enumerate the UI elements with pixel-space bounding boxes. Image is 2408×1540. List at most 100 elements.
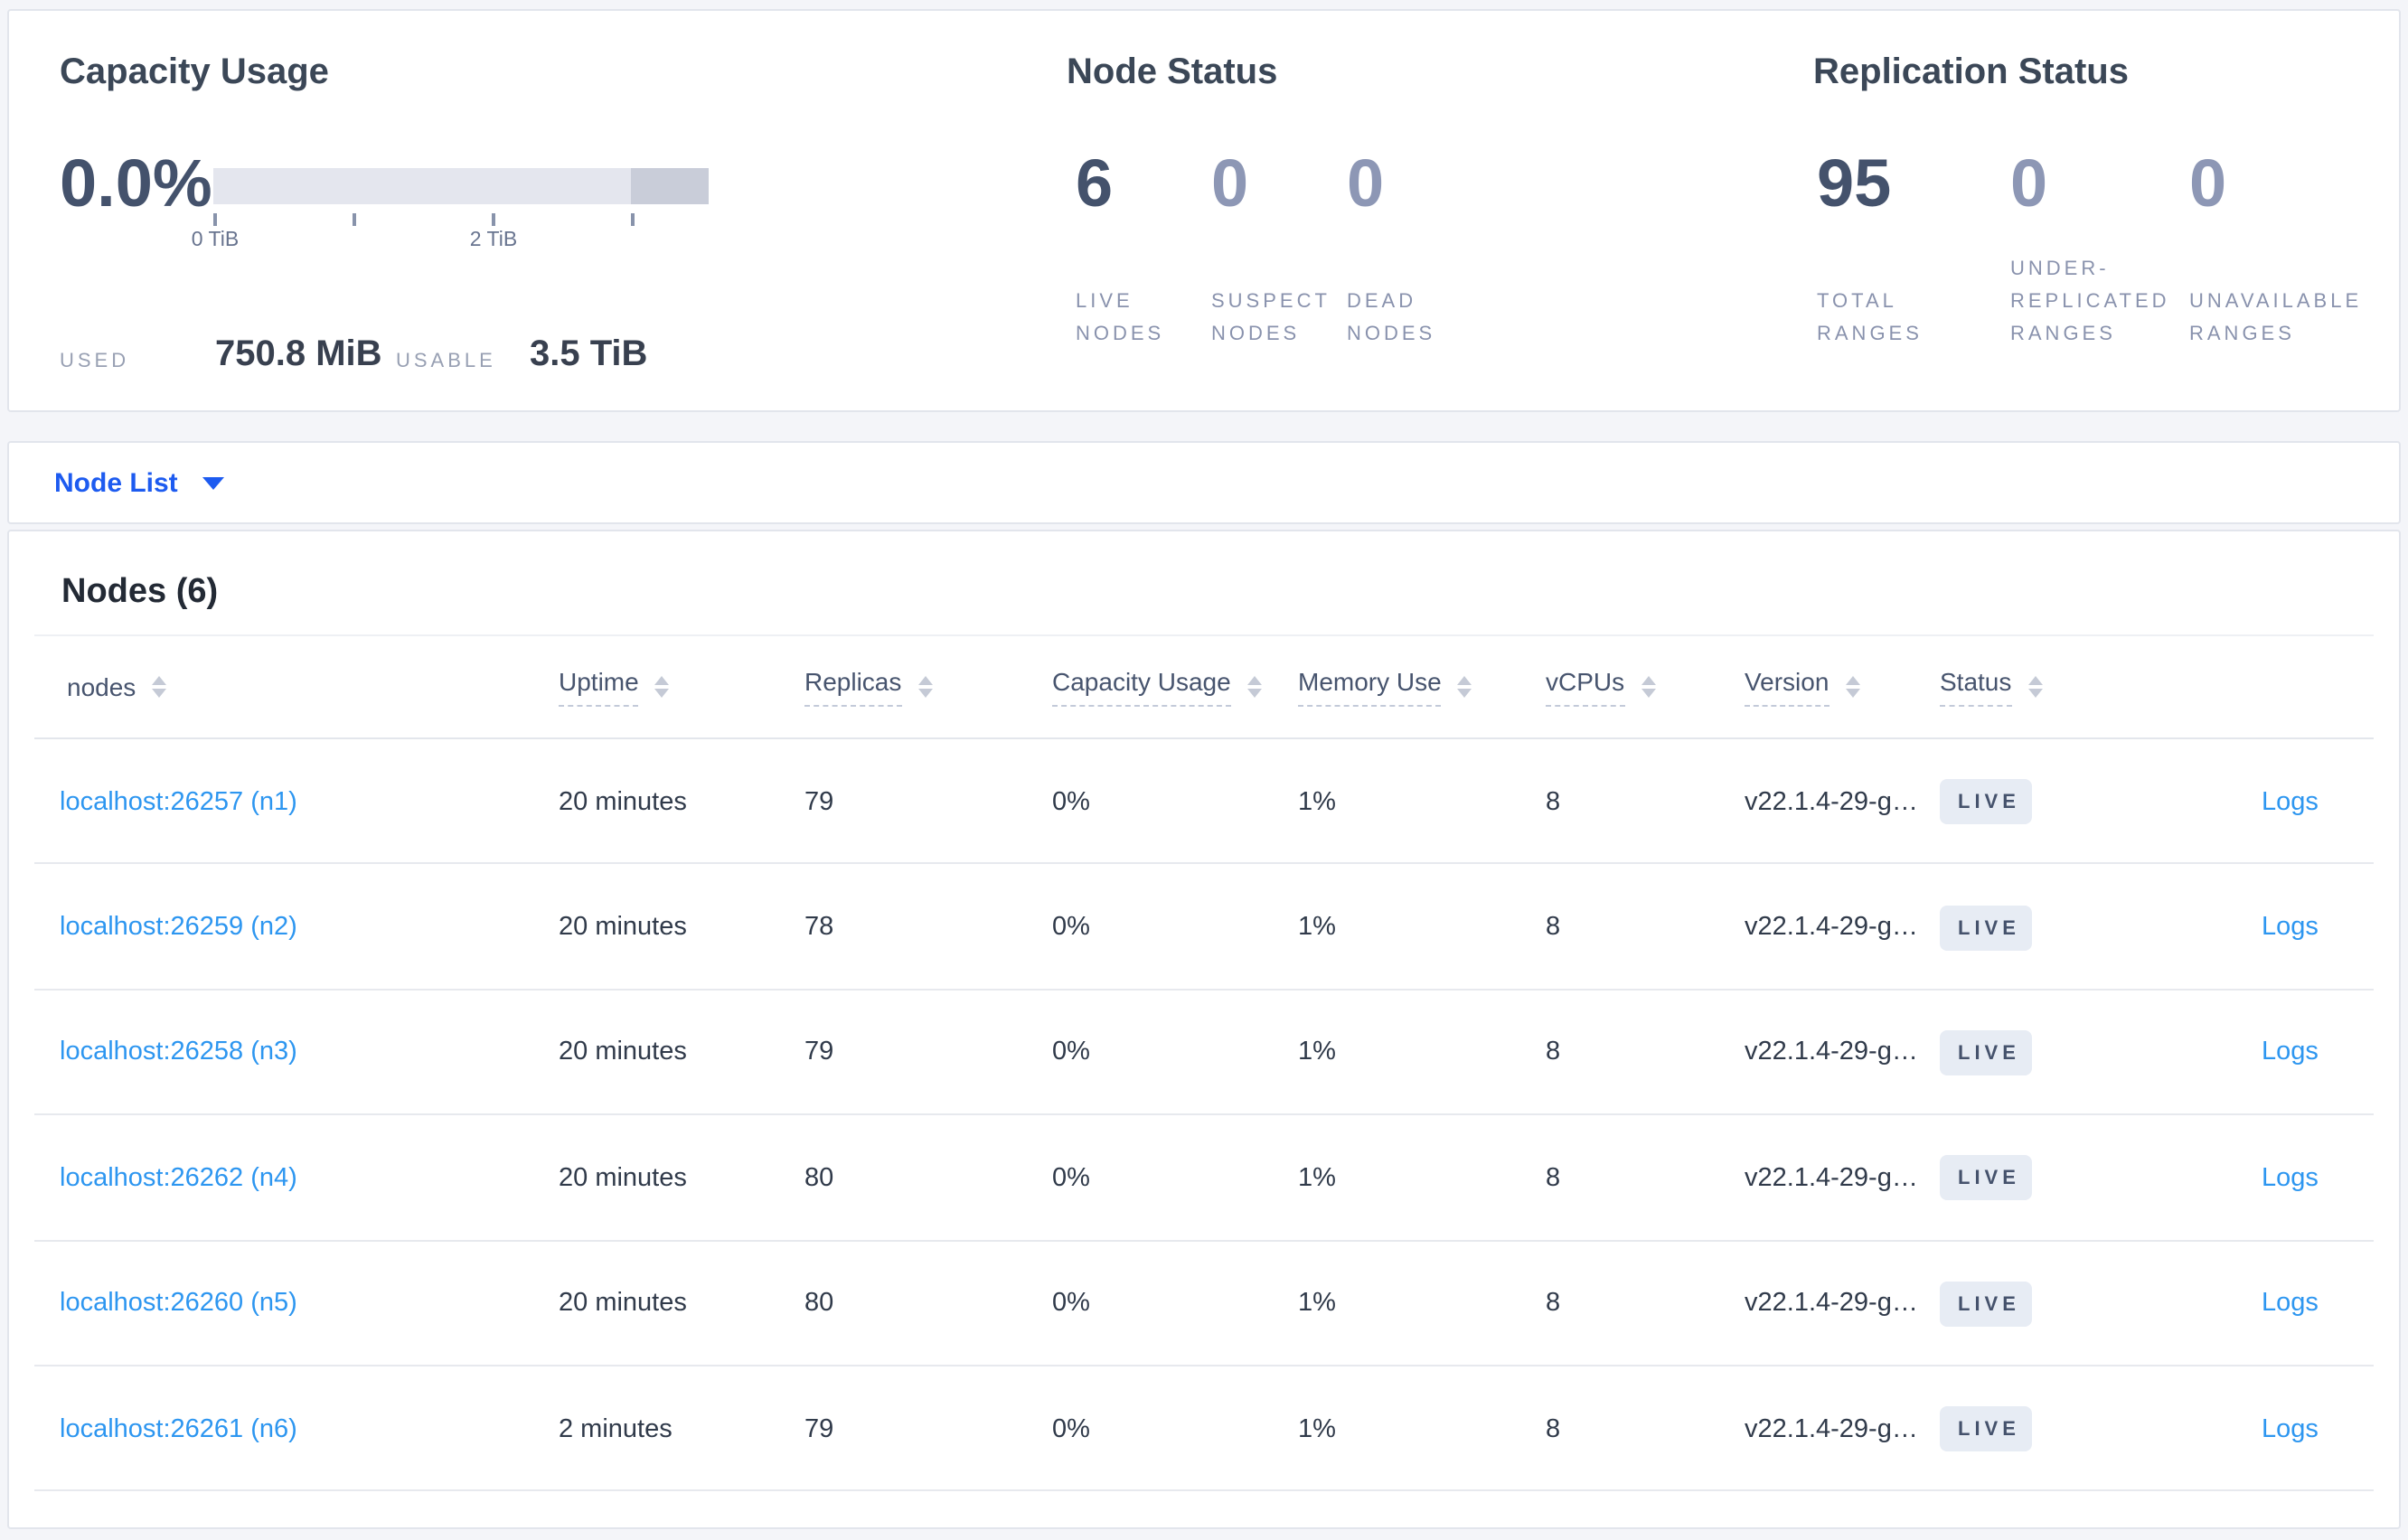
- vcpus-cell: 8: [1546, 913, 1561, 943]
- node-list-dropdown[interactable]: Node List: [7, 441, 2401, 524]
- capacity-usable-value: 3.5 TiB: [530, 334, 648, 374]
- column-header-uptime[interactable]: Uptime: [559, 667, 804, 707]
- memory-cell: 1%: [1298, 1289, 1336, 1319]
- version-cell: v22.1.4-29-g…: [1745, 787, 1918, 817]
- live-nodes-label: LIVE NODES: [1076, 291, 1165, 345]
- suspect-nodes-label: SUSPECT NODES: [1211, 291, 1331, 345]
- node-link[interactable]: localhost:26261 (n6): [60, 1414, 297, 1444]
- capacity-used-label: USED: [60, 351, 130, 372]
- vcpus-cell: 8: [1546, 787, 1561, 817]
- vcpus-cell: 8: [1546, 1414, 1561, 1444]
- column-header-memory-use[interactable]: Memory Use: [1298, 667, 1546, 707]
- logs-link[interactable]: Logs: [2262, 1163, 2319, 1193]
- logs-cell: Logs: [2262, 1414, 2403, 1443]
- node-status-title: Node Status: [1067, 52, 1278, 92]
- capacity-axis-tick: [353, 213, 356, 226]
- capacity-cell: 0%: [1052, 913, 1090, 943]
- capacity-axis-label-2: 2 TiB: [469, 230, 518, 251]
- column-header-vcpus[interactable]: vCPUs: [1546, 667, 1745, 707]
- sort-icon: [917, 676, 933, 698]
- capacity-usable-label: USABLE: [396, 351, 496, 372]
- column-header-nodes[interactable]: nodes: [60, 672, 559, 701]
- sort-icon: [1246, 676, 1262, 698]
- live-nodes-count: 6: [1076, 146, 1114, 221]
- replicas-cell: 80: [804, 1289, 834, 1319]
- sort-icon: [1641, 676, 1656, 698]
- node-link[interactable]: localhost:26258 (n3): [60, 1038, 297, 1067]
- logs-link[interactable]: Logs: [2262, 1038, 2319, 1067]
- capacity-usage-bar: [213, 168, 709, 204]
- total-ranges-count: 95: [1817, 146, 1892, 221]
- logs-cell: Logs: [2262, 1164, 2403, 1193]
- table-header-row: nodes Uptime Replicas Capacity Usage Mem…: [9, 634, 2399, 739]
- total-ranges-label: TOTAL RANGES: [1817, 291, 1923, 345]
- logs-cell: Logs: [2262, 1038, 2403, 1067]
- capacity-usage-bar-reserved-segment: [631, 168, 709, 204]
- memory-cell: 1%: [1298, 913, 1336, 943]
- capacity-cell: 0%: [1052, 1163, 1090, 1193]
- column-header-status[interactable]: Status: [1940, 667, 2262, 707]
- column-header-capacity-usage[interactable]: Capacity Usage: [1052, 667, 1298, 707]
- table-row: localhost:26260 (n5) 20 minutes 80 0% 1%…: [9, 1241, 2399, 1367]
- status-badge: LIVE: [1940, 779, 2033, 825]
- under-replicated-ranges-count: 0: [2010, 146, 2048, 221]
- uptime-cell: 20 minutes: [559, 1038, 687, 1067]
- replication-status-title: Replication Status: [1813, 52, 2129, 92]
- replicas-cell: 78: [804, 913, 834, 943]
- sort-icon: [654, 676, 670, 698]
- table-row: localhost:26262 (n4) 20 minutes 80 0% 1%…: [9, 1115, 2399, 1242]
- logs-cell: Logs: [2262, 1290, 2403, 1319]
- node-list-dropdown-label: Node List: [54, 467, 178, 498]
- sort-icon: [152, 676, 167, 698]
- capacity-cell: 0%: [1052, 1038, 1090, 1067]
- capacity-axis-tick: [631, 213, 635, 226]
- logs-cell: Logs: [2262, 787, 2403, 816]
- chevron-down-icon: [202, 476, 225, 489]
- capacity-axis-tick: [492, 213, 495, 226]
- vcpus-cell: 8: [1546, 1163, 1561, 1193]
- capacity-usage-title: Capacity Usage: [60, 52, 329, 92]
- vcpus-cell: 8: [1546, 1038, 1561, 1067]
- sort-icon: [1457, 676, 1472, 698]
- uptime-cell: 20 minutes: [559, 1289, 687, 1319]
- table-row: localhost:26258 (n3) 20 minutes 79 0% 1%…: [9, 991, 2399, 1117]
- replicas-cell: 79: [804, 1038, 834, 1067]
- status-cell: LIVE: [1940, 1406, 2262, 1452]
- node-link[interactable]: localhost:26262 (n4): [60, 1163, 297, 1193]
- capacity-usage-percent: 0.0%: [60, 146, 212, 221]
- uptime-cell: 20 minutes: [559, 1163, 687, 1193]
- uptime-cell: 2 minutes: [559, 1414, 673, 1444]
- table-body: localhost:26257 (n1) 20 minutes 79 0% 1%…: [9, 739, 2399, 1493]
- vcpus-cell: 8: [1546, 1289, 1561, 1319]
- version-cell: v22.1.4-29-g…: [1745, 913, 1918, 943]
- logs-link[interactable]: Logs: [2262, 913, 2319, 943]
- unavailable-ranges-label: UNAVAILABLE RANGES: [2189, 291, 2363, 345]
- node-link[interactable]: localhost:26259 (n2): [60, 913, 297, 943]
- replicas-cell: 79: [804, 1414, 834, 1444]
- status-cell: LIVE: [1940, 1029, 2262, 1075]
- capacity-axis-label-0: 0 TiB: [191, 230, 240, 251]
- logs-link[interactable]: Logs: [2262, 1414, 2319, 1444]
- status-cell: LIVE: [1940, 905, 2262, 951]
- table-row: localhost:26261 (n6) 2 minutes 79 0% 1% …: [9, 1366, 2399, 1493]
- version-cell: v22.1.4-29-g…: [1745, 1289, 1918, 1319]
- status-cell: LIVE: [1940, 779, 2262, 825]
- node-link[interactable]: localhost:26260 (n5): [60, 1289, 297, 1319]
- nodes-table-panel: Nodes (6) nodes Uptime Replicas Capacity…: [7, 530, 2401, 1529]
- capacity-axis-tick: [213, 213, 217, 226]
- logs-link[interactable]: Logs: [2262, 787, 2319, 817]
- cluster-summary-card: Capacity Usage 0.0% 0 TiB 2 TiB USED 750…: [7, 9, 2401, 412]
- capacity-cell: 0%: [1052, 1414, 1090, 1444]
- uptime-cell: 20 minutes: [559, 913, 687, 943]
- capacity-cell: 0%: [1052, 787, 1090, 817]
- column-header-replicas[interactable]: Replicas: [804, 667, 1052, 707]
- version-cell: v22.1.4-29-g…: [1745, 1038, 1918, 1067]
- capacity-used-value: 750.8 MiB: [215, 334, 382, 374]
- node-link[interactable]: localhost:26257 (n1): [60, 787, 297, 817]
- table-row: localhost:26257 (n1) 20 minutes 79 0% 1%…: [9, 739, 2399, 866]
- memory-cell: 1%: [1298, 787, 1336, 817]
- logs-link[interactable]: Logs: [2262, 1289, 2319, 1319]
- column-header-version[interactable]: Version: [1745, 667, 1940, 707]
- status-cell: LIVE: [1940, 1155, 2262, 1201]
- replicas-cell: 80: [804, 1163, 834, 1193]
